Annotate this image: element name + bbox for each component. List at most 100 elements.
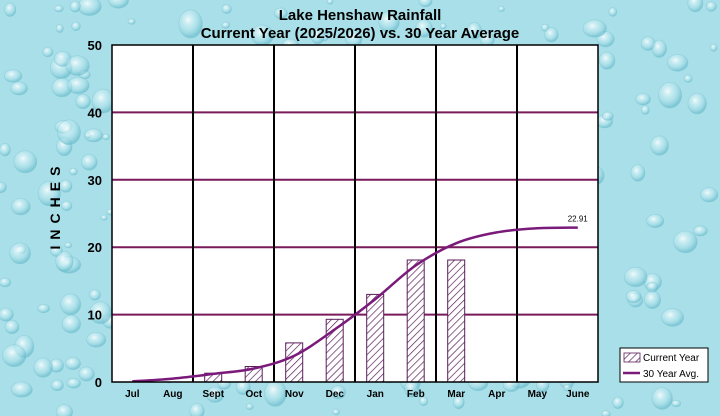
water-drop — [59, 179, 73, 193]
water-drop — [601, 111, 614, 121]
water-drop — [37, 181, 61, 207]
water-drop — [69, 167, 78, 176]
x-tick-label: Nov — [285, 389, 304, 400]
water-drop — [37, 303, 50, 314]
x-tick-label: Oct — [245, 389, 262, 400]
x-tick-label: Apr — [488, 389, 505, 400]
x-axis-ticks: Jul Aug Sept Oct Nov Dec Jan Feb Mar Apr May June — [125, 389, 590, 400]
water-drop — [4, 2, 17, 17]
water-drop — [418, 0, 433, 8]
water-drop — [326, 0, 334, 5]
water-drop — [263, 380, 287, 407]
water-drop — [608, 7, 618, 17]
y-tick-label: 0 — [95, 375, 102, 390]
water-drop — [80, 154, 98, 171]
legend: Current Year 30 Year Avg. — [619, 347, 709, 383]
x-tick-label: Sept — [202, 389, 224, 400]
water-drop — [651, 387, 673, 410]
y-tick-label: 20 — [88, 240, 102, 255]
legend-label-30-year-avg: 30 Year Avg. — [643, 369, 699, 380]
water-drop — [612, 396, 624, 409]
bar-feb — [406, 259, 425, 383]
water-drop — [61, 200, 73, 212]
water-drop — [671, 399, 682, 408]
gridlines — [112, 45, 598, 382]
water-drop — [415, 19, 433, 38]
water-drop — [78, 366, 95, 382]
y-axis-ticks: 0 10 20 30 40 50 — [88, 38, 102, 390]
y-tick-label: 50 — [88, 38, 102, 53]
water-drop — [77, 0, 102, 16]
water-drop — [651, 39, 667, 58]
water-drop — [683, 74, 693, 83]
water-drop — [100, 214, 108, 221]
water-drop — [33, 357, 53, 378]
water-drop — [693, 225, 708, 237]
water-drop — [635, 93, 651, 106]
water-drop — [69, 0, 81, 13]
y-tick-label: 40 — [88, 105, 102, 120]
water-drop — [625, 290, 642, 304]
water-drop — [4, 319, 20, 335]
water-drop — [86, 331, 107, 348]
x-tick-label: Dec — [326, 389, 345, 400]
water-drop — [71, 21, 81, 31]
water-drop — [466, 22, 482, 40]
bar-series-current-year — [204, 259, 466, 383]
water-drop — [57, 119, 81, 146]
x-tick-label: June — [566, 389, 590, 400]
water-drop — [55, 23, 64, 33]
x-tick-label: Jul — [125, 389, 140, 400]
legend-label-current-year: Current Year — [643, 353, 700, 364]
water-drop — [101, 133, 110, 141]
water-drop — [13, 150, 38, 174]
water-drop — [419, 396, 429, 407]
water-drop — [83, 128, 104, 143]
water-drop — [55, 250, 74, 273]
water-drop — [127, 18, 136, 25]
water-drop — [245, 403, 254, 410]
water-drop — [2, 344, 27, 368]
water-drop — [562, 384, 572, 392]
water-drop — [640, 105, 650, 115]
x-tick-label: Mar — [447, 389, 465, 400]
chart-subtitle: Current Year (2025/2026) vs. 30 Year Ave… — [201, 25, 520, 42]
water-drop — [657, 81, 682, 109]
water-drop — [650, 135, 669, 156]
data-labels: 22.91 — [568, 215, 589, 224]
water-drop — [497, 5, 505, 12]
water-drop — [0, 277, 12, 288]
water-drop — [67, 76, 90, 95]
water-drop — [332, 408, 341, 416]
water-drop — [439, 23, 447, 30]
water-drop — [10, 81, 28, 96]
water-drop — [660, 308, 684, 327]
x-tick-label: Feb — [407, 389, 425, 400]
water-drop — [0, 181, 7, 194]
legend-swatch-current-year — [623, 352, 641, 363]
bar-jan — [366, 293, 385, 383]
water-drop — [378, 11, 400, 33]
line-series-30-year-avg — [132, 226, 578, 383]
water-drop — [705, 1, 717, 12]
water-drop — [64, 356, 81, 370]
water-drop — [630, 164, 646, 182]
water-drop — [601, 410, 611, 416]
x-tick-label: May — [528, 389, 548, 400]
water-drop — [10, 198, 31, 216]
chart-title: Lake Henshaw Rainfall — [279, 7, 442, 24]
x-tick-label: Aug — [163, 389, 182, 400]
water-drop — [55, 404, 73, 416]
water-drop — [221, 21, 231, 29]
water-drop — [699, 187, 719, 203]
water-drop — [687, 0, 704, 13]
y-tick-label: 10 — [88, 308, 102, 323]
water-drop — [330, 385, 346, 400]
bar-mar — [447, 259, 466, 383]
water-drop — [646, 214, 665, 229]
water-drop — [89, 289, 101, 301]
y-tick-label: 30 — [88, 173, 102, 188]
water-drop — [709, 43, 718, 52]
water-drop — [0, 307, 14, 322]
